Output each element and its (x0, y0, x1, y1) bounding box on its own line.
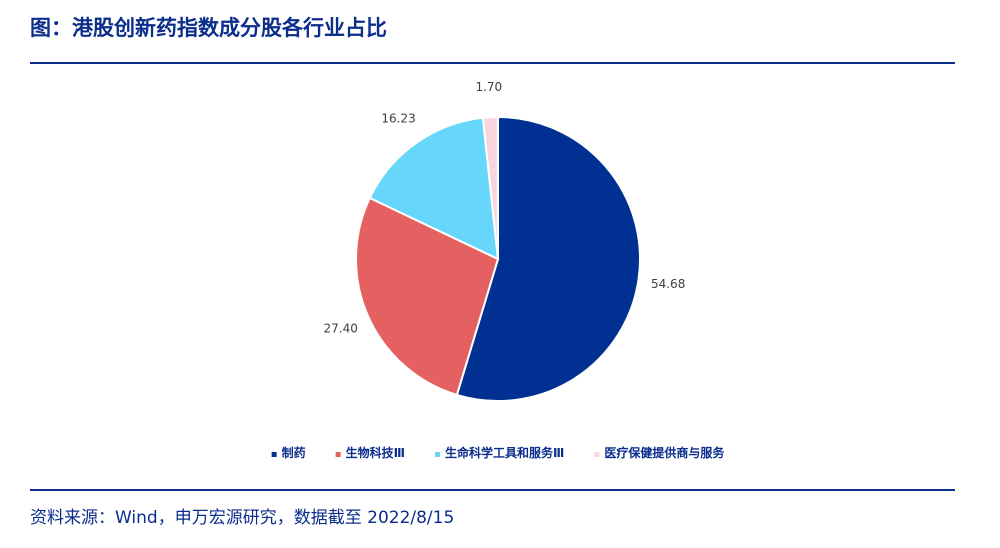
legend-label-2: 生命科学工具和服务Ⅲ (445, 445, 564, 460)
data-label-1: 27.40 (324, 322, 358, 336)
legend-swatch-0 (271, 452, 277, 457)
legend-label-1: 生物科技Ⅲ (346, 445, 405, 460)
legend-swatch-3 (594, 452, 600, 457)
legend-item-0: 制药 (271, 445, 306, 460)
legend-swatch-1 (335, 452, 341, 457)
legend-label-3: 医疗保健提供商与服务 (604, 445, 725, 460)
legend-swatch-2 (435, 452, 440, 457)
legend-label-0: 制药 (282, 445, 306, 460)
chart-title: 图：港股创新药指数成分股各行业占比 (30, 16, 387, 40)
data-label-3: 1.70 (475, 80, 502, 94)
pie-slice-2 (368, 116, 500, 261)
legend-item-1: 生物科技Ⅲ (335, 445, 405, 460)
source-divider (30, 489, 955, 491)
pie-slice-3 (481, 115, 499, 260)
legend-item-3: 医疗保健提供商与服务 (594, 445, 725, 460)
pie-slice-1 (355, 196, 500, 397)
pie-slice-0 (455, 115, 641, 402)
data-label-0: 54.68 (651, 277, 685, 291)
pie-slices (355, 115, 641, 402)
chart-legend: 制药 生物科技Ⅲ 生命科学工具和服务Ⅲ 医疗保健提供商与服务 (271, 445, 725, 460)
pie-data-labels: 54.68 27.40 16.23 1.70 (324, 80, 686, 335)
title-divider (30, 62, 955, 64)
source-note: 资料来源：Wind，申万宏源研究，数据截至 2022/8/15 (30, 508, 455, 528)
data-label-2: 16.23 (381, 112, 415, 126)
legend-item-2: 生命科学工具和服务Ⅲ (435, 445, 564, 460)
